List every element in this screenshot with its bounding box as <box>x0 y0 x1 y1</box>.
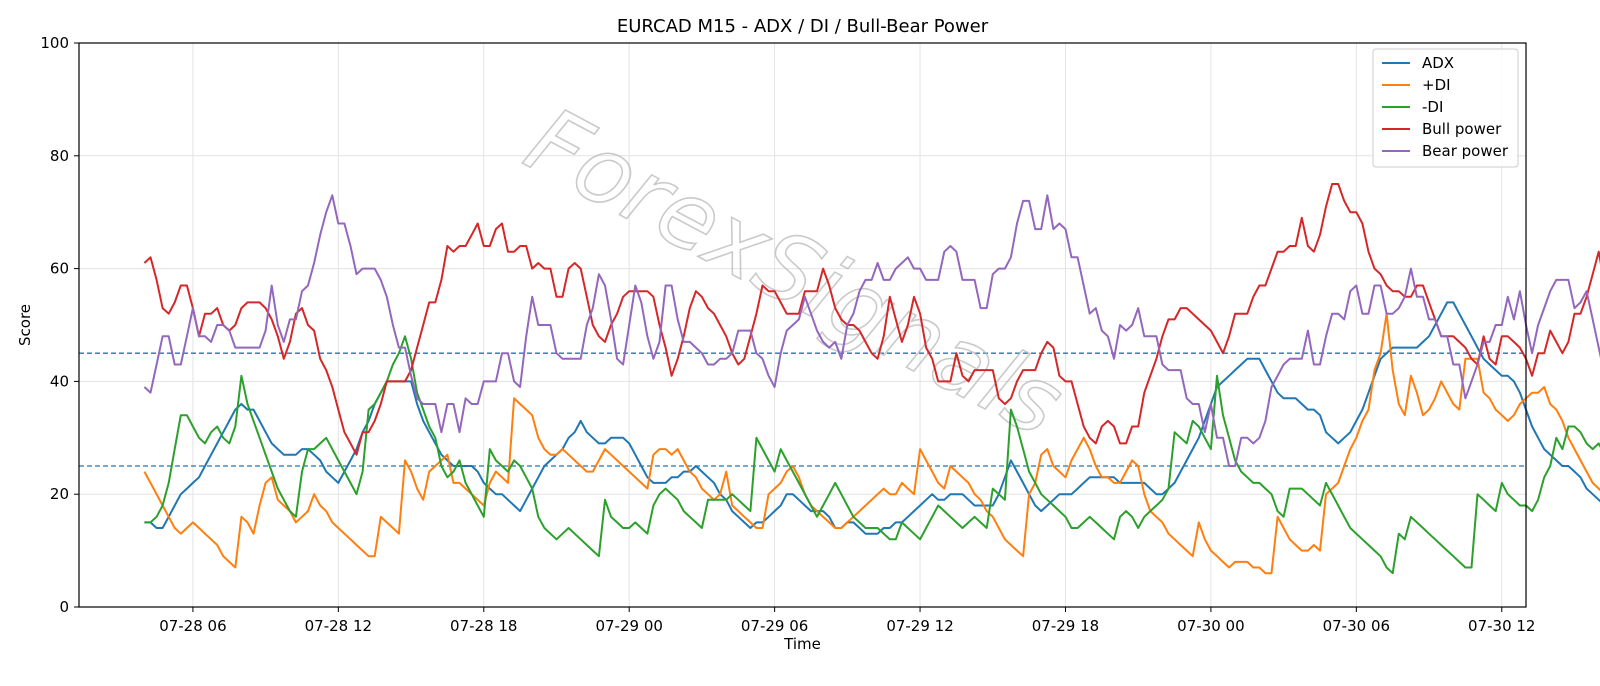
series-line-di <box>144 335 1600 575</box>
x-axis-title: Time <box>783 635 821 653</box>
x-tick-label: 07-29 12 <box>886 617 953 635</box>
y-tick-label: 60 <box>50 260 69 278</box>
plot-frame <box>78 42 1527 608</box>
y-tick-label: 80 <box>50 147 69 165</box>
x-tick-label: 07-29 06 <box>741 617 808 635</box>
y-tick-label: 20 <box>50 485 69 503</box>
x-tick-label: 07-30 06 <box>1323 617 1390 635</box>
legend-label: -DI <box>1422 98 1443 116</box>
x-tick-label: 07-30 12 <box>1468 617 1535 635</box>
series-lines <box>143 183 1600 575</box>
series-line-bull-power <box>143 183 1600 456</box>
series-line-adx <box>144 301 1600 535</box>
y-tick-label: 40 <box>50 372 69 390</box>
x-tick-label: 07-28 18 <box>450 617 517 635</box>
legend-label: Bull power <box>1422 120 1502 138</box>
y-axis-title: Score <box>16 304 34 346</box>
legend-label: Bear power <box>1422 142 1509 160</box>
x-tick-label: 07-30 00 <box>1177 617 1244 635</box>
y-tick-label: 100 <box>40 34 69 52</box>
axis-ticks: 0 20 40 60 80 100 07-28 06 07-28 12 07-28 18 07-2… <box>40 34 1535 635</box>
x-tick-label: 07-29 18 <box>1032 617 1099 635</box>
reference-lines <box>79 352 1526 467</box>
legend-label: ADX <box>1422 54 1454 72</box>
legend-box <box>1372 48 1519 168</box>
x-tick-label: 07-28 06 <box>159 617 226 635</box>
chart-title: EURCAD M15 - ADX / DI / Bull-Bear Power <box>617 16 989 37</box>
series-line-di <box>143 312 1600 575</box>
x-tick-label: 07-28 12 <box>305 617 372 635</box>
y-tick-label: 0 <box>59 598 69 616</box>
series-line-bear-power <box>143 194 1600 467</box>
x-tick-label: 07-29 00 <box>595 617 662 635</box>
legend: ADX +DI -DI Bull power Bear power <box>1372 48 1519 168</box>
legend-label: +DI <box>1422 76 1451 94</box>
